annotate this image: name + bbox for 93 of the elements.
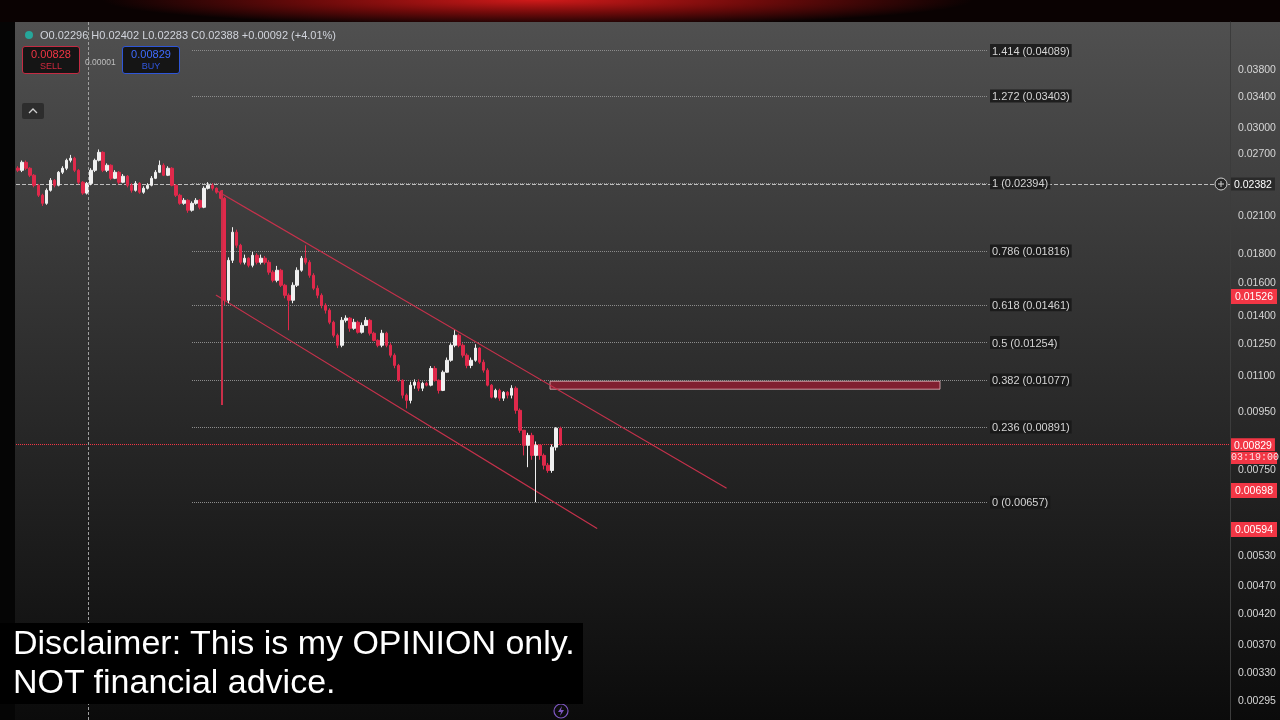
candlestick [251,251,254,268]
y-tick-label: 0.02100 [1238,209,1277,222]
candlestick [409,381,412,404]
candlestick [16,165,20,173]
candlestick [186,198,190,214]
y-tick-label: 0.00295 [1238,693,1277,706]
candlestick [425,381,428,387]
annotation: SELL [39,61,63,72]
y-tick-label: 0.00750 [1238,463,1277,476]
candlestick [506,390,509,399]
candlestick [121,173,125,184]
candlestick [117,170,121,185]
text: 0.00698 [1231,482,1277,498]
candlestick [198,198,202,210]
y-tick-label: 0.03800 [1238,62,1277,75]
candlestick [138,181,141,195]
candlestick [534,440,538,503]
candlestick [65,158,68,171]
candlestick [275,265,279,283]
candlestick [20,160,24,173]
candlestick [215,186,218,195]
y-tick-label: 0.00530 [1238,549,1277,562]
candlestick [166,165,170,177]
candlestick [142,185,145,195]
y-tick-label: 0.01400 [1238,309,1277,322]
candlestick [211,182,214,192]
candlestick [502,390,505,402]
annotation: Disclaimer: This is my OPINION only. [13,623,575,662]
candlestick [356,320,360,335]
ref-line-label: 0.786 (0.01816) [992,245,1070,258]
candlestick [360,321,364,335]
ref-line-label: 0.02382 [1234,178,1273,191]
ref-line-label: 1.414 (0.04089) [992,44,1070,57]
candlestick [162,162,165,177]
candlestick [243,254,246,265]
annotation: BUY [140,61,162,72]
candlestick [57,170,60,187]
candlestick [421,381,424,392]
y-tick-label: 0.00420 [1238,606,1277,619]
y-tick-label: 0.00950 [1238,405,1277,418]
y-tick-label: 0.00330 [1238,666,1277,679]
candlestick [113,169,117,180]
candlestick [202,185,206,209]
buy-button: 0.00829 BUY [122,46,180,74]
candlestick [417,378,420,392]
y-tick-label: 0.01600 [1238,276,1277,289]
annotation: O0.02296 H0.02402 L0.02283 C0.02388 +0.00092 (+4.01%) [40,28,337,42]
candlestick [105,162,109,173]
candlestick [380,329,384,348]
candlestick [182,197,186,206]
candlestick [190,200,194,213]
annotation: 0.00001 [85,57,116,67]
y-tick-label: 0.01250 [1238,337,1277,350]
y-tick-label: 0.03400 [1238,90,1277,103]
candlestick [247,256,250,268]
ref-line-label: 1.272 (0.03403) [992,89,1070,102]
candlestick [368,318,372,337]
y-tick-label: 0.00370 [1238,638,1277,650]
sell-button: 0.00828 SELL [22,46,80,74]
ref-line-label: 0 (0.00657) [992,496,1049,509]
candlestick [559,426,562,447]
candlestick [352,318,356,331]
candlestick [530,432,534,461]
text: 0.00594 [1231,521,1277,537]
candlestick [494,388,497,399]
ref-line-label: 0.00829 [1234,438,1273,451]
candlestick [259,254,263,265]
ref-line-label: 0.5 (0.01254) [992,336,1058,349]
candlestick [340,316,344,348]
candlestick [223,196,226,306]
text: 0.01526 [1231,288,1277,304]
candlestick [510,384,513,399]
ref-line-label: 0.236 (0.00891) [992,420,1070,433]
candlestick [255,252,259,265]
ref-line-label: 0.618 (0.01461) [992,298,1070,311]
ref-line-label: 1 (0.02394) [992,176,1049,189]
y-tick-label: 0.00470 [1238,578,1277,591]
y-tick-label: 0.01100 [1238,368,1276,381]
candlestick [348,316,352,333]
candlestick [526,432,530,468]
candlestick [498,388,501,402]
y-tick-label: 0.02700 [1238,147,1277,160]
annotation: NOT financial advice. [13,662,337,701]
annotation: 0.00828 [30,48,72,61]
annotation: 0.00829 [130,48,172,61]
candlestick [53,178,56,188]
candlestick [429,365,433,387]
candlestick [101,150,105,173]
y-tick-label: 0.01800 [1238,247,1277,260]
y-tick-label: 0.03000 [1238,121,1277,134]
ref-line-label: 0.382 (0.01077) [992,374,1070,387]
candlestick [134,180,137,193]
candlestick [109,163,113,181]
